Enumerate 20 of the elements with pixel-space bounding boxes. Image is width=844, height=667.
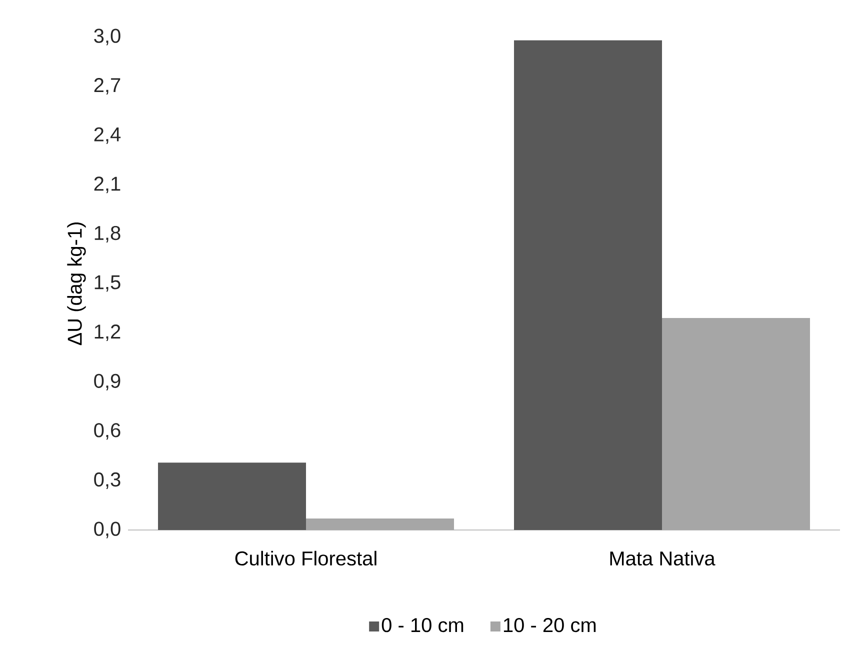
y-tick-label: 0,9 (94, 374, 120, 390)
y-tick-label: 2,1 (94, 176, 120, 194)
y-tick-label: 0,6 (94, 423, 120, 440)
legend-label: 10 - 20 cm (504, 618, 596, 632)
y-tick-label: 1,8 (94, 226, 120, 242)
y-tick-label: 0,3 (94, 472, 120, 489)
bar (662, 318, 810, 530)
y-tick-label: 2,7 (94, 78, 120, 95)
bar (514, 40, 662, 530)
y-tick-label: 1,5 (94, 275, 120, 292)
y-axis-title: ΔU (dag kg-1) (67, 222, 86, 346)
x-tick-label: Mata Nativa (610, 550, 716, 566)
y-tick-label: 1,2 (94, 324, 120, 342)
x-tick-label: Cultivo Florestal (235, 550, 376, 566)
y-tick-label: 3,0 (94, 28, 120, 46)
y-tick-label: 0,0 (94, 522, 120, 538)
bar (158, 462, 306, 530)
legend-label: 0 - 10 cm (382, 618, 464, 632)
bar (306, 518, 454, 530)
y-tick-label: 2,4 (94, 127, 121, 144)
